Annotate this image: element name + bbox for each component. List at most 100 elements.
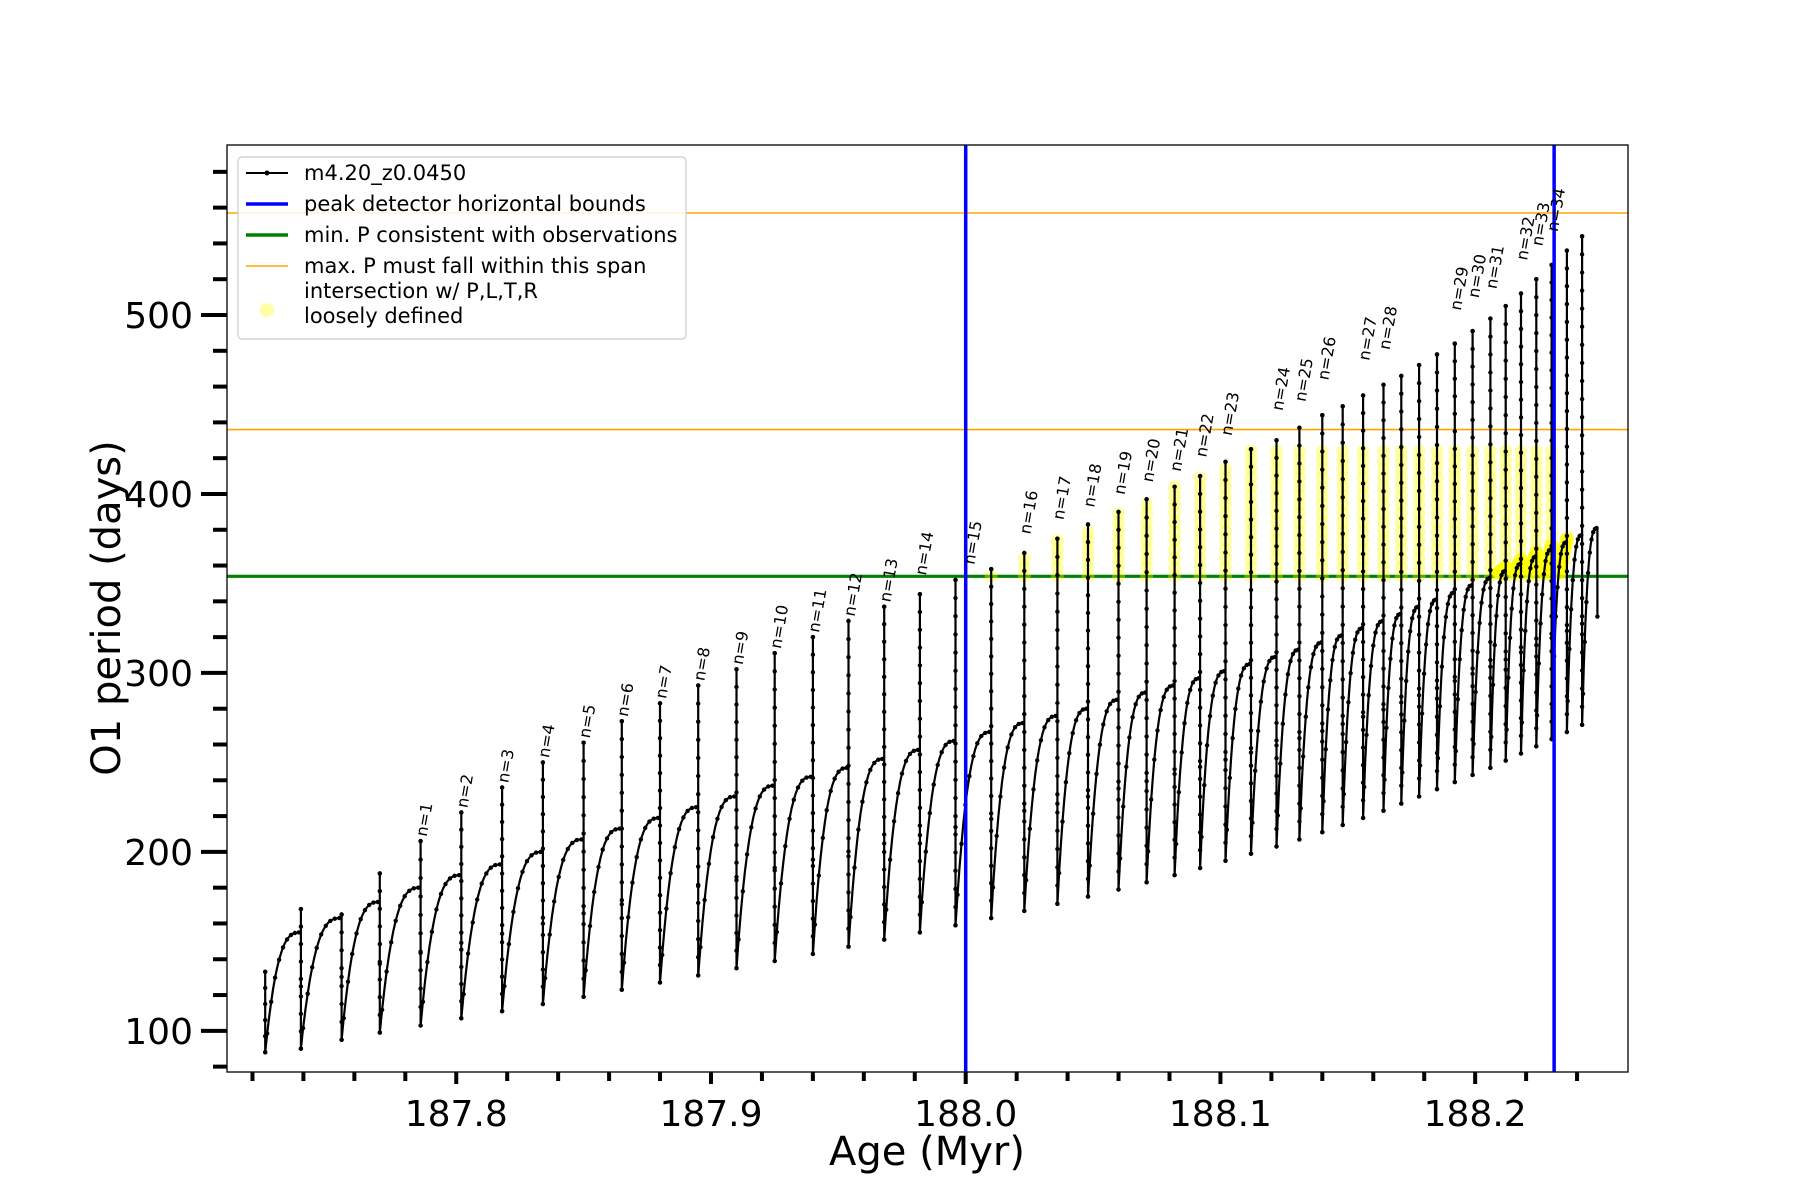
series-point [1534,600,1539,605]
series-point [1579,559,1585,565]
series-point [1434,370,1440,375]
series-point [418,857,423,862]
series-point [1116,653,1121,658]
series-point [1434,642,1440,647]
series-point [540,898,546,903]
series-point [1197,562,1203,568]
series-point [917,663,923,668]
series-point [1579,342,1585,347]
series-point [581,740,586,745]
series-point [882,797,887,802]
series-point [493,862,498,868]
series-point [1399,462,1404,468]
series-point [734,702,739,707]
series-point [989,689,994,694]
series-point [1518,751,1524,756]
series-point [1534,510,1539,515]
series-point [1107,701,1113,707]
series-point [465,951,471,956]
series-point [810,846,816,851]
series-point [540,915,546,920]
series-point [1144,880,1149,885]
series-point [1046,717,1051,723]
series-point [1533,554,1538,559]
series-point [339,1019,344,1025]
series-point [1434,732,1440,738]
series-point [1353,637,1358,642]
series-point [1503,667,1508,672]
series-point [804,775,809,780]
series-point [772,868,777,873]
series-point [1518,539,1524,544]
series-point [1579,650,1585,655]
series-point [1248,605,1254,610]
series-point [581,885,586,891]
series-point [1452,678,1458,684]
series-point [1248,833,1254,839]
series-point [1585,570,1591,576]
series-point [1579,252,1585,257]
series-point [1155,728,1160,733]
series-point [459,940,464,945]
series-point [772,687,777,692]
series-point [1223,713,1228,718]
series-point [1223,622,1228,628]
series-point [581,776,586,782]
series-point [1172,537,1177,542]
series-point [339,1001,344,1007]
series-point [1116,725,1121,730]
series-point [1368,663,1374,669]
series-point [1518,415,1524,420]
series-point [1248,763,1254,768]
series-point [1114,697,1120,702]
series-point [1023,878,1029,883]
series-point [1173,841,1179,847]
series-point [1434,424,1440,430]
legend-box [237,156,687,340]
series-point [676,826,682,832]
series-point [917,787,923,793]
series-point [459,844,464,849]
series-point [1274,473,1279,478]
series-point [1055,573,1060,578]
series-point [1416,578,1422,583]
series-point [310,965,315,970]
series-point [657,736,663,741]
series-point [1465,587,1470,592]
series-point [812,922,818,927]
series-point [1320,728,1325,734]
series-point [1534,474,1539,479]
series-point [1144,770,1149,776]
series-point [696,773,701,779]
series-point [1340,804,1345,809]
series-point [1503,413,1508,418]
series-point [1534,636,1539,641]
series-point [1172,590,1177,595]
series-point [891,819,897,824]
series-point [1452,411,1458,416]
series-point [1574,544,1579,549]
series-point [824,808,829,813]
series-point [772,940,777,946]
series-point [1488,514,1493,519]
series-point [638,837,644,842]
series-point [1179,750,1184,755]
series-point [989,898,994,903]
series-point [706,861,712,866]
series-point [1355,630,1360,635]
series-point [1564,426,1570,432]
series-point [1022,729,1027,735]
series-point [499,922,505,928]
x-axis: 187.8 187.9 188.0 188.1 188.2 [250,1072,1580,1135]
series-point [852,865,857,870]
series-point [1416,542,1422,547]
series-point [1579,577,1585,583]
series-point [1197,634,1203,639]
series-point [1172,555,1177,560]
series-point [1297,479,1302,484]
series-point [846,709,851,714]
series-point [1470,684,1475,689]
series-point [657,840,663,846]
series-point [1398,611,1403,617]
series-point [846,781,851,787]
